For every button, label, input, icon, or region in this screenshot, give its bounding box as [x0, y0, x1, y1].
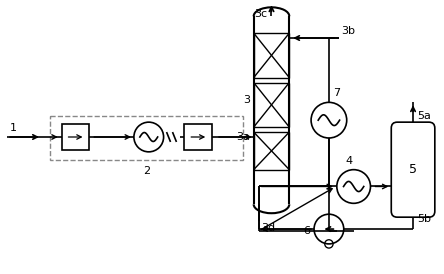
Text: 3c: 3c	[254, 9, 268, 19]
Text: 3a: 3a	[236, 132, 250, 142]
Text: 6: 6	[303, 226, 310, 236]
Text: 7: 7	[333, 89, 340, 98]
Text: 5a: 5a	[417, 111, 431, 121]
Text: 3d: 3d	[262, 223, 276, 233]
Text: 5b: 5b	[417, 214, 431, 224]
Text: 3b: 3b	[341, 26, 355, 36]
Text: 4: 4	[345, 156, 352, 166]
Text: 3: 3	[243, 95, 250, 105]
Text: 1: 1	[10, 123, 17, 133]
Text: 2: 2	[143, 166, 150, 176]
Text: 5: 5	[409, 163, 417, 176]
